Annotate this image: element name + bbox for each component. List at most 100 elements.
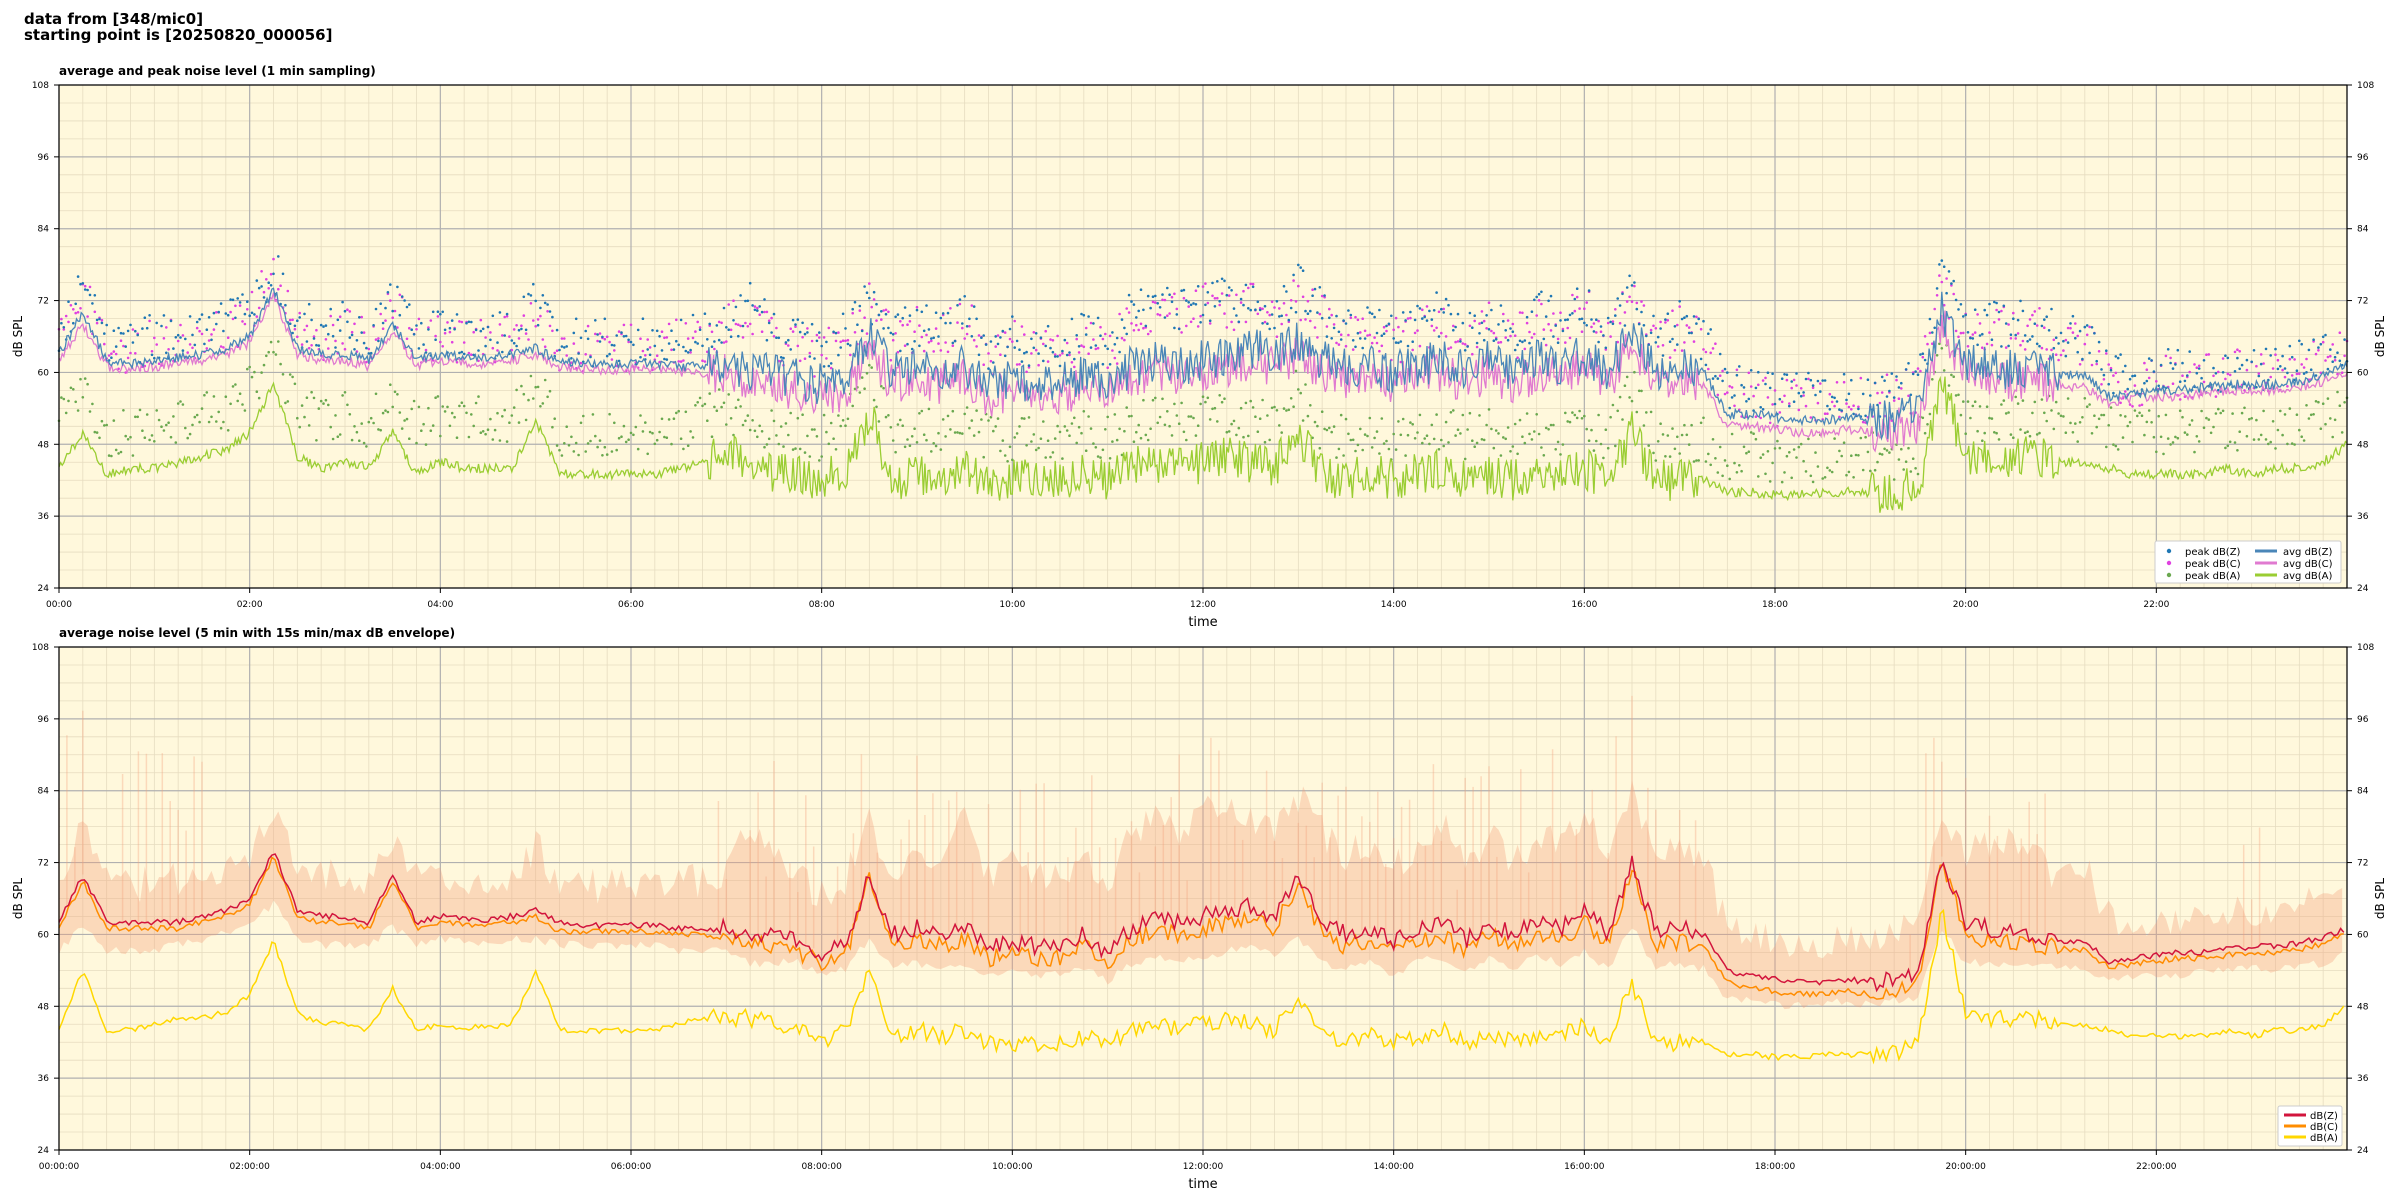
chart1-point-peak-db-c- [396, 326, 399, 329]
chart1-point-peak-db-a- [770, 409, 773, 412]
chart1-point-peak-db-c- [1816, 401, 1820, 405]
chart1-point-peak-db-a- [1104, 428, 1107, 431]
chart1-point-peak-db-a- [772, 419, 776, 423]
chart1-point-peak-db-z- [1201, 313, 1205, 317]
chart1-point-peak-db-z- [1463, 349, 1467, 352]
chart1-y-tick-label-right: 96 [2357, 153, 2369, 163]
chart1-point-peak-db-a- [2217, 407, 2220, 411]
chart1-point-peak-db-z- [1232, 307, 1236, 310]
chart1-point-peak-db-c- [2078, 363, 2082, 366]
chart1-point-peak-db-a- [172, 415, 175, 418]
chart1-point-peak-db-z- [2102, 373, 2106, 377]
chart1-point-peak-db-c- [1552, 312, 1555, 315]
chart1-point-peak-db-z- [257, 286, 261, 290]
chart1-point-peak-db-z- [1258, 308, 1262, 312]
chart1-point-peak-db-a- [198, 420, 201, 424]
chart1-point-peak-db-c- [2221, 357, 2225, 360]
chart1-point-peak-db-c- [1339, 333, 1343, 337]
chart1-point-peak-db-c- [887, 310, 890, 314]
chart1-point-peak-db-c- [899, 320, 902, 323]
chart1-point-peak-db-a- [1533, 430, 1536, 433]
chart1-point-peak-db-c- [1482, 319, 1486, 323]
chart1-point-peak-db-a- [1611, 403, 1615, 407]
chart1-point-peak-db-a- [2221, 409, 2225, 413]
chart1-point-peak-db-z- [2333, 355, 2337, 359]
chart1-point-peak-db-z- [1046, 324, 1050, 328]
chart1-point-peak-db-z- [825, 340, 828, 344]
chart1-point-peak-db-c- [2076, 334, 2079, 338]
chart1-point-peak-db-z- [529, 294, 533, 297]
chart1-point-peak-db-c- [839, 340, 842, 344]
chart1-point-peak-db-z- [1814, 393, 1817, 397]
chart1-point-peak-db-z- [560, 345, 564, 348]
chart1-point-peak-db-a- [1730, 432, 1734, 436]
chart1-point-peak-db-a- [291, 375, 294, 379]
chart1-point-peak-db-c- [2293, 358, 2296, 361]
chart1-point-peak-db-a- [2269, 440, 2272, 444]
chart1-point-peak-db-a- [2014, 395, 2017, 399]
chart1-point-peak-db-z- [937, 335, 940, 338]
chart1-point-peak-db-z- [465, 321, 468, 325]
chart1-point-peak-db-z- [1325, 335, 1329, 338]
chart1-point-peak-db-z- [1468, 311, 1472, 315]
chart1-point-peak-db-a- [1339, 413, 1343, 417]
chart1-point-peak-db-c- [393, 309, 397, 313]
chart1-point-peak-db-z- [1618, 304, 1622, 307]
chart1-point-peak-db-c- [734, 322, 738, 326]
chart1-point-peak-db-z- [856, 323, 859, 327]
chart1-point-peak-db-c- [429, 319, 433, 322]
chart1-point-peak-db-c- [739, 324, 742, 328]
chart1-point-peak-db-c- [241, 320, 244, 323]
chart1-point-peak-db-z- [1623, 324, 1627, 327]
chart1-point-peak-db-z- [715, 324, 719, 327]
chart1-point-peak-db-a- [338, 433, 342, 436]
chart1-point-peak-db-a- [701, 404, 704, 408]
chart1-point-peak-db-z- [2064, 354, 2068, 358]
chart1-point-peak-db-z- [853, 300, 857, 304]
chart1-point-peak-db-c- [844, 339, 847, 343]
chart1-point-peak-db-a- [186, 436, 189, 440]
chart1-point-peak-db-a- [2207, 418, 2211, 421]
chart1-point-peak-db-c- [1513, 334, 1517, 338]
chart1-point-peak-db-c- [565, 354, 568, 357]
chart1-point-peak-db-a- [348, 413, 352, 416]
chart1-point-peak-db-c- [1778, 411, 1782, 414]
chart1-point-peak-db-c- [875, 319, 878, 322]
chart1-point-peak-db-z- [891, 333, 895, 336]
chart1-point-peak-db-a- [1199, 402, 1202, 406]
chart1-point-peak-db-c- [1780, 400, 1784, 404]
chart1-point-peak-db-a- [286, 400, 290, 403]
chart1-point-peak-db-a- [1108, 457, 1112, 460]
chart1-point-peak-db-z- [1661, 354, 1665, 357]
chart1-point-peak-db-c- [961, 326, 964, 330]
chart1-point-peak-db-c- [655, 354, 659, 358]
chart1-point-peak-db-a- [1039, 437, 1043, 441]
chart1-point-peak-db-z- [1988, 302, 1991, 306]
chart1-point-peak-db-z- [1842, 372, 1846, 376]
chart1-point-peak-db-a- [2054, 400, 2058, 404]
chart1-point-peak-db-c- [2257, 372, 2261, 375]
chart1-point-peak-db-z- [732, 319, 735, 322]
chart1-point-peak-db-c- [691, 336, 695, 340]
chart1-point-peak-db-c- [586, 324, 590, 328]
chart1-point-peak-db-a- [2193, 450, 2196, 454]
chart1-y-axis-label-right: dB SPL [2373, 316, 2387, 358]
chart1-point-peak-db-z- [839, 346, 842, 349]
chart1-point-peak-db-z- [1645, 334, 1648, 338]
chart1-point-peak-db-c- [1671, 309, 1674, 313]
chart1-point-peak-db-a- [1280, 431, 1283, 434]
chart1-point-peak-db-z- [2126, 387, 2129, 391]
chart1-point-peak-db-z- [350, 333, 354, 337]
chart1-point-peak-db-c- [1230, 320, 1233, 324]
chart1-point-peak-db-z- [1015, 339, 1019, 343]
chart1-point-peak-db-z- [1211, 281, 1214, 285]
chart1-point-peak-db-a- [574, 441, 578, 445]
chart1-point-peak-db-z- [1857, 407, 1860, 411]
chart1-point-peak-db-c- [1654, 327, 1658, 330]
chart1-point-peak-db-a- [1375, 430, 1379, 433]
chart1-point-peak-db-z- [1206, 291, 1210, 294]
chart1-point-peak-db-c- [260, 270, 263, 273]
chart1-point-peak-db-a- [1204, 400, 1207, 404]
chart1-point-peak-db-c- [2021, 339, 2025, 343]
chart1-point-peak-db-c- [1468, 324, 1472, 328]
